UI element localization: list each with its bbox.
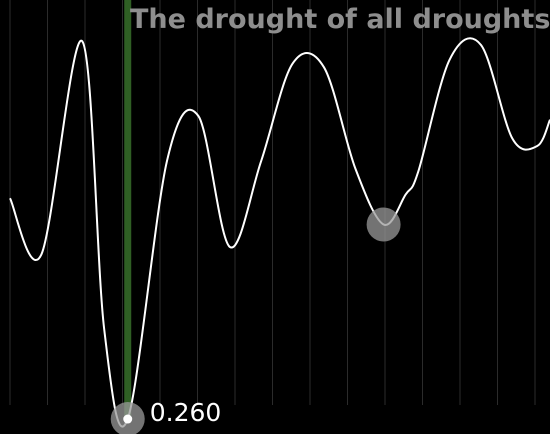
secondary-marker-halo <box>366 207 401 242</box>
series-line <box>9 37 550 428</box>
highlight-marker-dot <box>123 414 133 424</box>
highlight-bar <box>124 0 132 420</box>
chart-title: The drought of all droughts <box>130 4 550 35</box>
highlight-value-label: 0.260 <box>150 398 222 427</box>
